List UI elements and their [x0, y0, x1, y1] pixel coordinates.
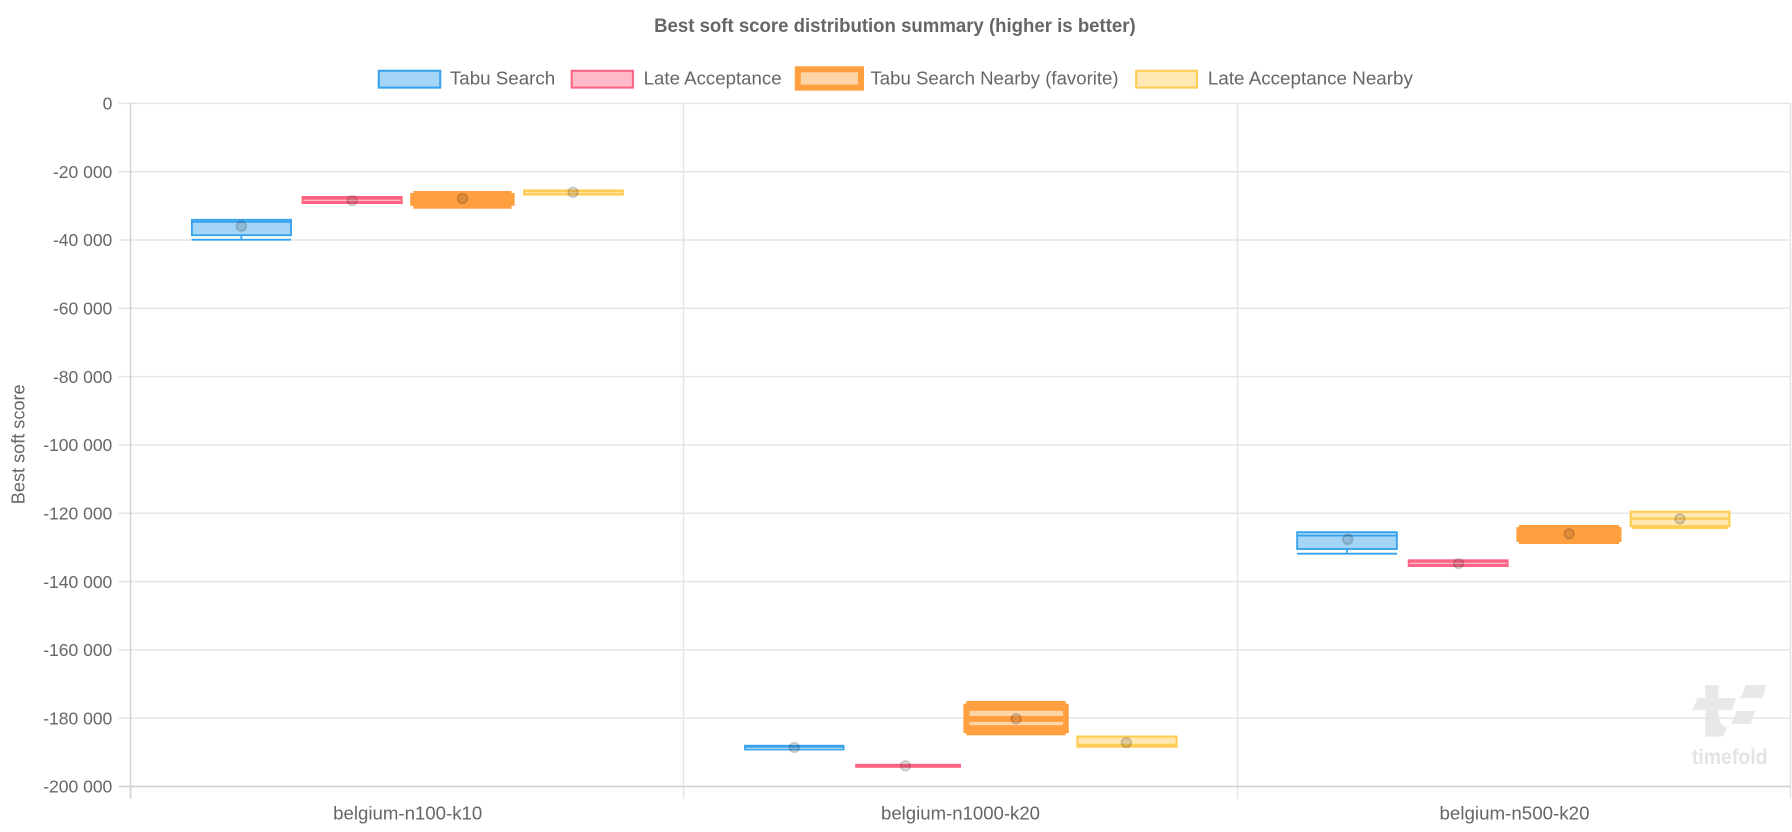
svg-text:belgium-n100-k10: belgium-n100-k10 [333, 804, 482, 824]
svg-text:-60 000: -60 000 [53, 299, 113, 319]
svg-text:-140 000: -140 000 [43, 572, 112, 592]
svg-text:-20 000: -20 000 [53, 162, 113, 182]
svg-text:-180 000: -180 000 [43, 708, 112, 728]
svg-text:Late Acceptance: Late Acceptance [644, 68, 782, 88]
svg-text:Best soft score distribution s: Best soft score distribution summary (hi… [654, 16, 1136, 37]
svg-text:Tabu Search Nearby (favorite): Tabu Search Nearby (favorite) [871, 68, 1119, 88]
svg-text:0: 0 [103, 94, 113, 114]
svg-text:-200 000: -200 000 [43, 777, 112, 797]
svg-text:Late Acceptance Nearby: Late Acceptance Nearby [1208, 68, 1413, 88]
svg-text:-160 000: -160 000 [43, 640, 112, 660]
svg-text:timefold: timefold [1692, 746, 1768, 769]
svg-text:-40 000: -40 000 [53, 230, 113, 250]
svg-text:belgium-n1000-k20: belgium-n1000-k20 [881, 804, 1040, 824]
svg-text:-120 000: -120 000 [43, 504, 112, 524]
svg-text:Best soft score: Best soft score [9, 384, 29, 504]
svg-text:-80 000: -80 000 [53, 367, 113, 387]
svg-text:belgium-n500-k20: belgium-n500-k20 [1440, 804, 1590, 824]
svg-text:Tabu Search: Tabu Search [450, 68, 555, 88]
svg-text:-100 000: -100 000 [43, 435, 112, 455]
